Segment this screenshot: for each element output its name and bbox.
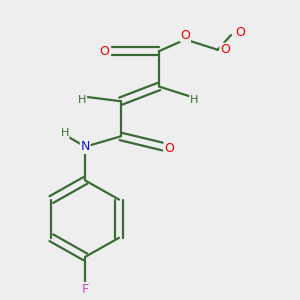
Text: O: O xyxy=(236,26,245,39)
Text: H: H xyxy=(190,95,198,105)
Text: O: O xyxy=(180,28,190,42)
Text: H: H xyxy=(60,128,69,139)
Text: H: H xyxy=(78,95,86,105)
Text: N: N xyxy=(80,140,90,153)
Text: O: O xyxy=(99,45,109,58)
Text: O: O xyxy=(164,142,174,155)
Text: F: F xyxy=(82,283,89,296)
Text: O: O xyxy=(220,43,230,56)
